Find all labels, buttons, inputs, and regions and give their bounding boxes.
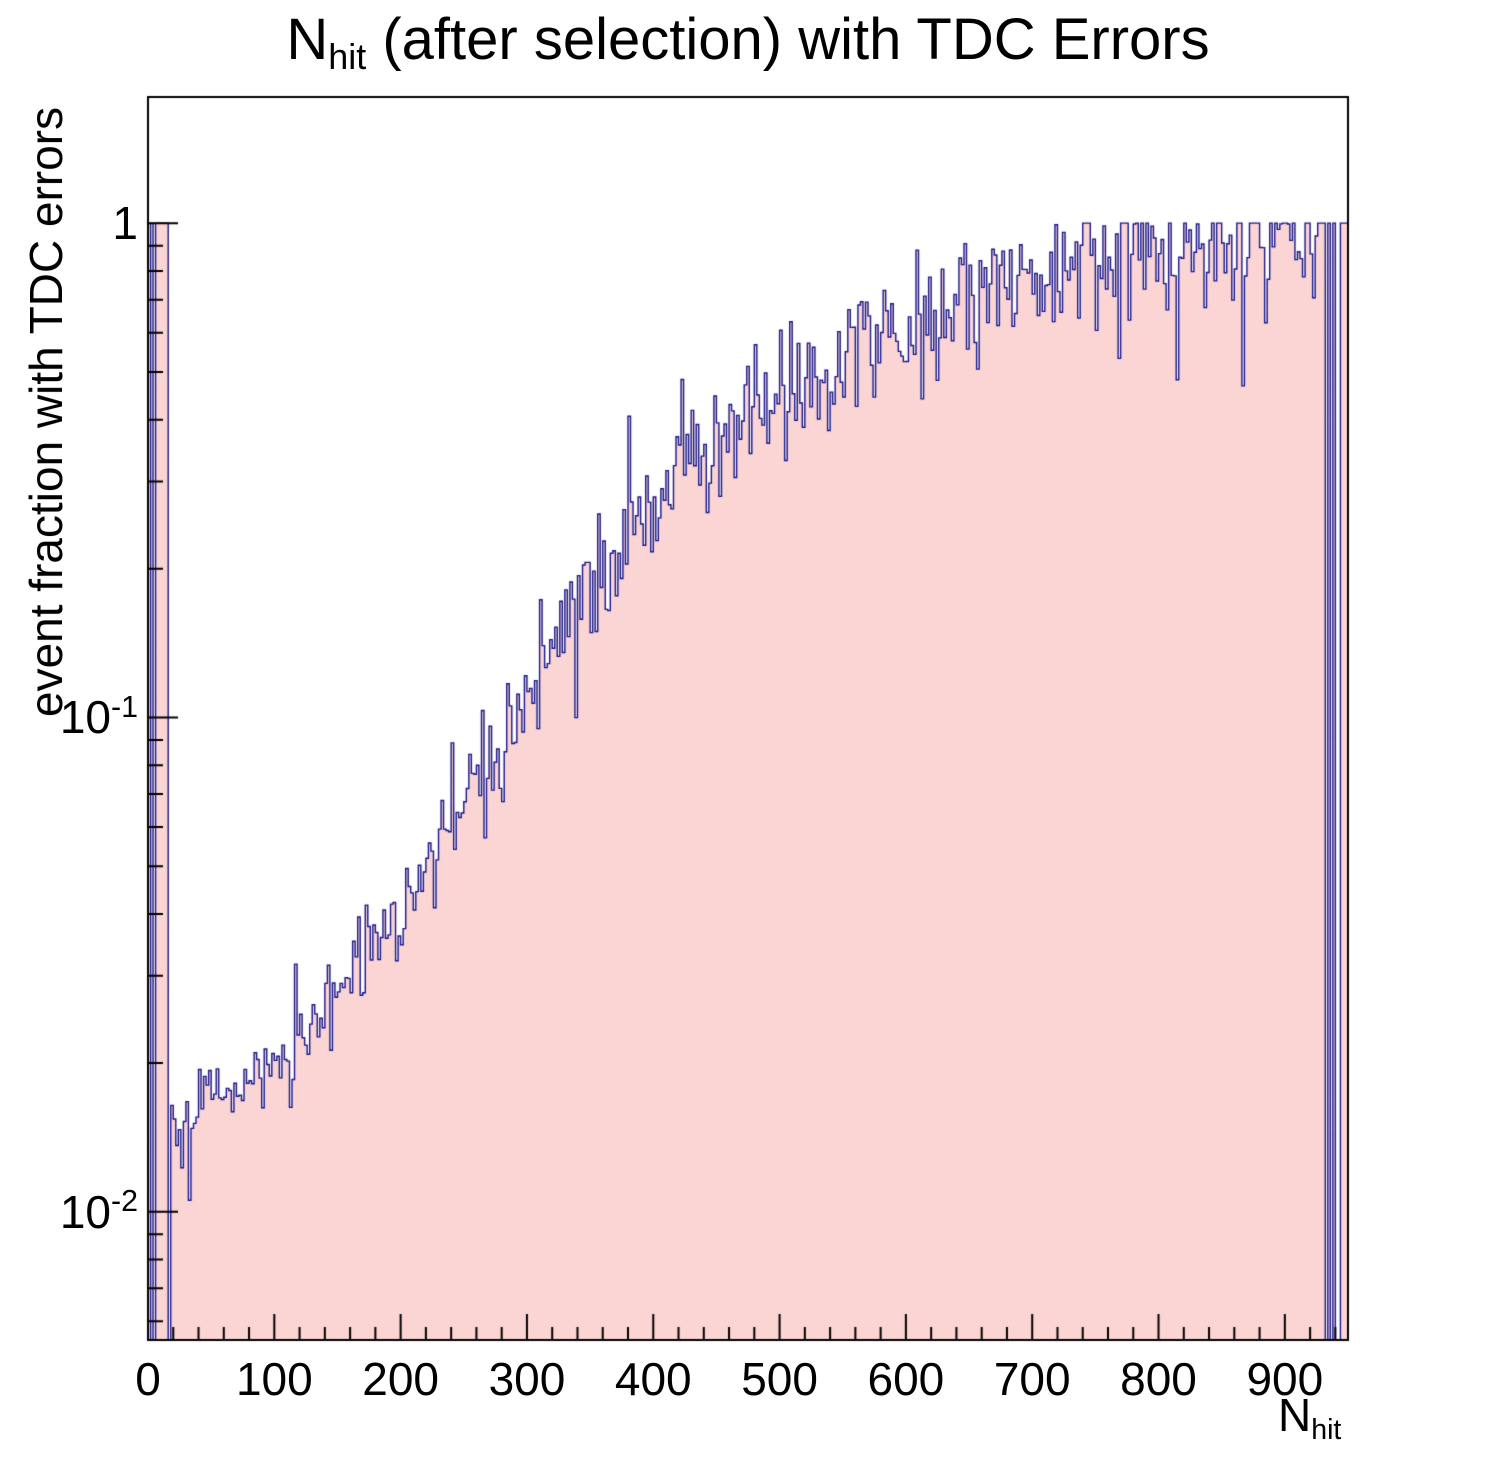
chart-title-pre: N bbox=[286, 7, 329, 72]
y-tick-label: 10-1 bbox=[59, 690, 138, 744]
chart-title-post: (after selection) with TDC Errors bbox=[366, 7, 1210, 72]
x-tick-label: 500 bbox=[741, 1353, 818, 1405]
x-tick-label: 0 bbox=[135, 1353, 161, 1405]
x-tick-label: 600 bbox=[867, 1353, 945, 1405]
x-tick-label: 300 bbox=[488, 1353, 566, 1405]
y-tick-label: 1 bbox=[112, 197, 138, 250]
x-tick-label: 200 bbox=[362, 1353, 439, 1405]
x-axis-title: Nhit bbox=[1278, 1388, 1341, 1446]
x-tick-label: 800 bbox=[1120, 1353, 1197, 1405]
chart-title: Nhit (after selection) with TDC Errors bbox=[0, 6, 1496, 77]
x-tick-label: 900 bbox=[1246, 1353, 1324, 1405]
chart-title-subscript: hit bbox=[328, 36, 367, 78]
x-axis-title-pre: N bbox=[1278, 1389, 1312, 1441]
x-tick-label: 400 bbox=[614, 1353, 692, 1405]
x-tick-label: 100 bbox=[235, 1353, 313, 1405]
x-axis-title-subscript: hit bbox=[1311, 1413, 1342, 1446]
x-tick-label: 700 bbox=[993, 1353, 1071, 1405]
y-tick-label: 10-2 bbox=[59, 1184, 138, 1238]
